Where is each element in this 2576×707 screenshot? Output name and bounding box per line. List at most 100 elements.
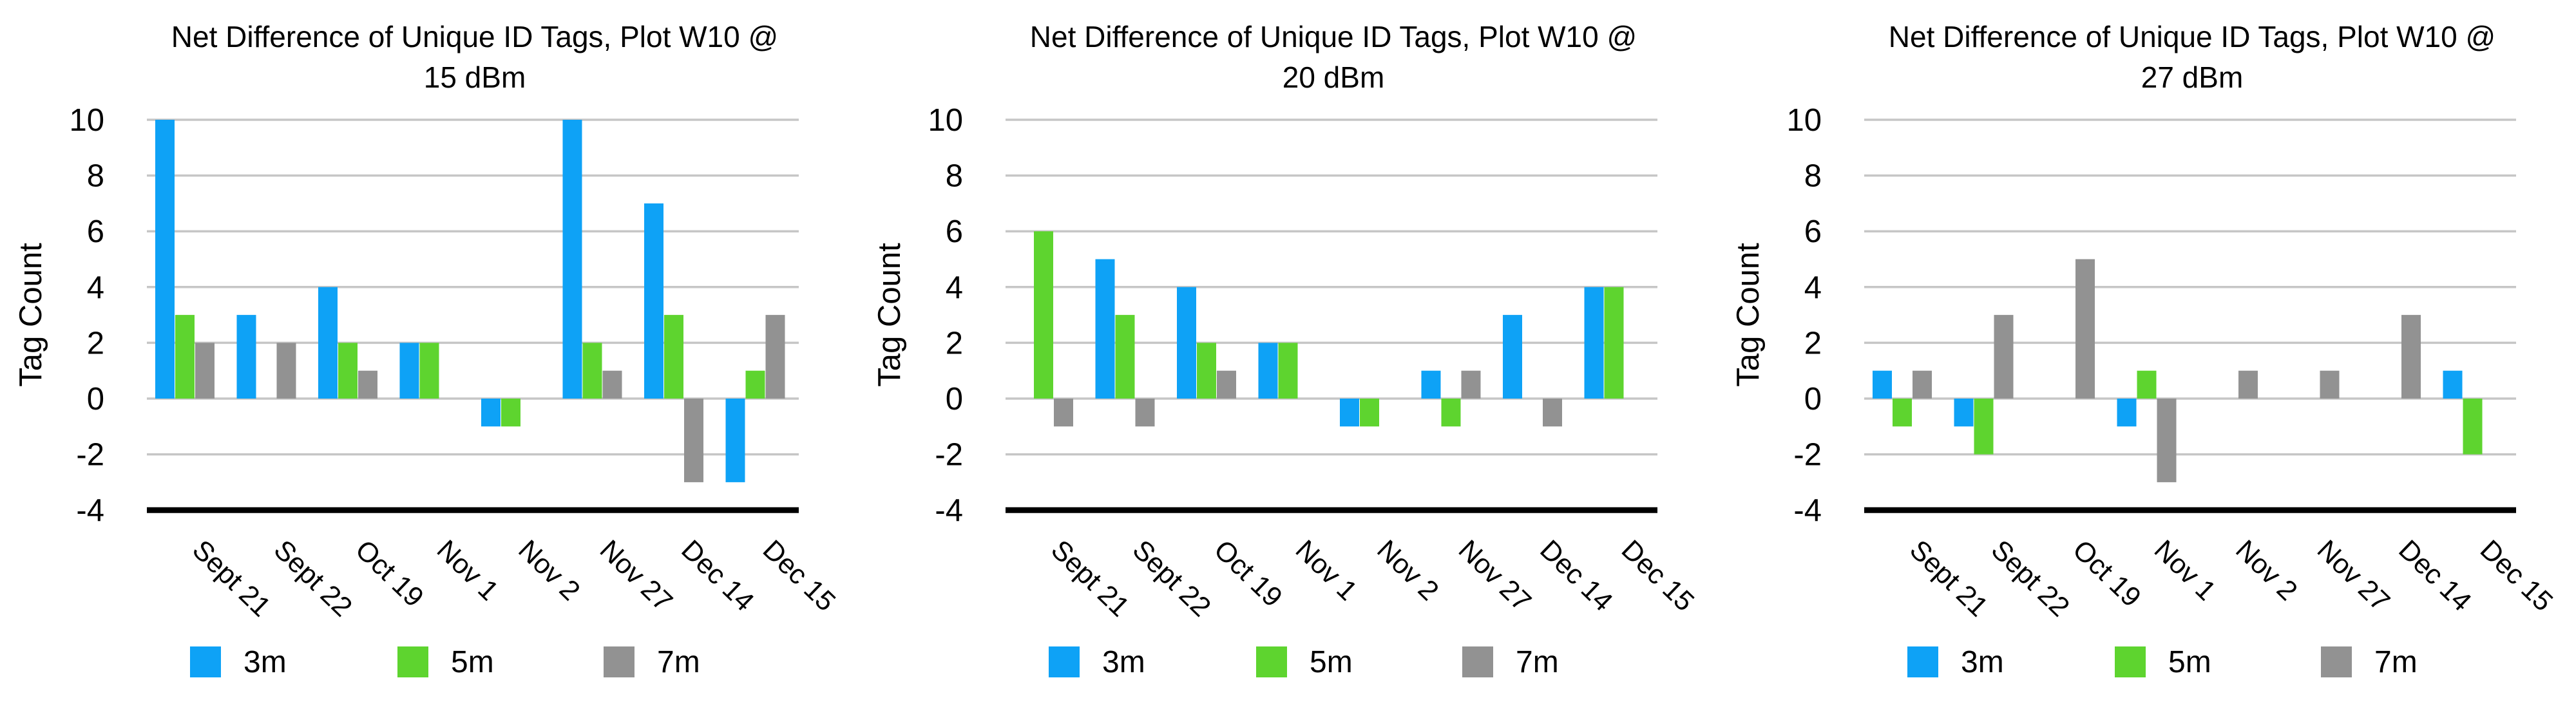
legend-swatch-5m bbox=[1256, 646, 1287, 677]
bar-5m-dec-15 bbox=[2463, 399, 2483, 455]
ytick-label-2: 2 bbox=[1804, 326, 1822, 361]
legend-swatch-3m bbox=[1049, 646, 1080, 677]
chart-title-line-2: 27 dBm bbox=[2141, 61, 2244, 94]
bar-7m-sept-21 bbox=[195, 343, 215, 399]
bar-7m-oct-19 bbox=[358, 370, 377, 399]
bar-5m-sept-22 bbox=[1974, 399, 1994, 455]
xtick-label-nov-2: Nov 2 bbox=[2229, 534, 2303, 607]
legend-swatch-5m bbox=[2115, 646, 2146, 677]
ytick-label-0: 0 bbox=[87, 382, 104, 417]
xtick-label-sept-22: Sept 22 bbox=[1985, 534, 2075, 623]
ytick-label-0: 0 bbox=[1804, 382, 1822, 417]
ytick-label--4: -4 bbox=[935, 493, 963, 528]
chart-panel-20dbm: 10 8 6 4 2 0 -2 -4 Tag Count Sept 21 Sept 22 Oct 19… bbox=[859, 0, 1717, 707]
xtick-label-sept-21: Sept 21 bbox=[1045, 534, 1135, 623]
bar-5m-nov-27 bbox=[582, 343, 602, 399]
bar-7m-nov-1 bbox=[2157, 399, 2177, 482]
bar-5m-dec-14 bbox=[664, 315, 683, 399]
bar-5m-dec-15 bbox=[1604, 287, 1624, 399]
legend-swatch-3m bbox=[1907, 646, 1938, 677]
xtick-label-sept-21: Sept 21 bbox=[1903, 534, 1994, 623]
legend-label-7m: 7m bbox=[1516, 645, 1559, 679]
ytick-label-0: 0 bbox=[946, 382, 963, 417]
bar-5m-sept-21 bbox=[175, 315, 195, 399]
ytick-label-10: 10 bbox=[928, 103, 963, 138]
xtick-label-oct-19: Oct 19 bbox=[1208, 534, 1288, 614]
xtick-label-oct-19: Oct 19 bbox=[349, 534, 429, 614]
bar-5m-oct-19 bbox=[338, 343, 358, 399]
chart-title-line-1: Net Difference of Unique ID Tags, Plot W… bbox=[1889, 20, 2495, 53]
bar-3m-dec-14 bbox=[1503, 315, 1522, 399]
xtick-label-dec-14: Dec 14 bbox=[675, 534, 759, 617]
bar-3m-dec-15 bbox=[1584, 287, 1604, 399]
y-axis-title: Tag Count bbox=[872, 243, 907, 387]
chart-title: Net Difference of Unique ID Tags, Plot W… bbox=[1889, 20, 2495, 94]
xtick-label-dec-15: Dec 15 bbox=[757, 534, 841, 617]
ytick-label-10: 10 bbox=[1786, 103, 1822, 138]
chart-title-line-1: Net Difference of Unique ID Tags, Plot W… bbox=[171, 20, 778, 53]
chart-title-line-2: 15 dBm bbox=[424, 61, 526, 94]
bar-7m-sept-22 bbox=[1994, 315, 2014, 399]
bar-5m-nov-2 bbox=[501, 399, 520, 427]
bar-7m-nov-27 bbox=[602, 370, 622, 399]
bar-7m-sept-22 bbox=[1135, 399, 1155, 427]
ytick-label-2: 2 bbox=[946, 326, 963, 361]
legend-label-5m: 5m bbox=[451, 645, 494, 679]
bar-3m-oct-19 bbox=[1177, 287, 1196, 399]
ytick-label-4: 4 bbox=[87, 270, 104, 305]
y-axis-title: Tag Count bbox=[1731, 243, 1766, 387]
bar-3m-nov-2 bbox=[481, 399, 501, 427]
chart-title: Net Difference of Unique ID Tags, Plot W… bbox=[171, 20, 778, 94]
legend-label-3m: 3m bbox=[1102, 645, 1145, 679]
xtick-label-dec-15: Dec 15 bbox=[1616, 534, 1700, 617]
legend-swatch-7m bbox=[2321, 646, 2352, 677]
xtick-label-sept-22: Sept 22 bbox=[268, 534, 358, 623]
bar-7m-nov-27 bbox=[1461, 370, 1481, 399]
ytick-label--4: -4 bbox=[76, 493, 104, 528]
bar-7m-oct-19 bbox=[1217, 370, 1236, 399]
ytick-label-10: 10 bbox=[69, 103, 104, 138]
chart-title: Net Difference of Unique ID Tags, Plot W… bbox=[1030, 20, 1637, 94]
bar-3m-nov-27 bbox=[562, 120, 582, 399]
chart-title-line-2: 20 dBm bbox=[1283, 61, 1385, 94]
ytick-label-4: 4 bbox=[946, 270, 963, 305]
bar-7m-dec-14 bbox=[684, 399, 703, 482]
xtick-label-nov-2: Nov 2 bbox=[512, 534, 586, 607]
legend-swatch-3m bbox=[190, 646, 221, 677]
bar-5m-sept-21 bbox=[1034, 231, 1053, 399]
ytick-label-6: 6 bbox=[946, 214, 963, 249]
legend-swatch-5m bbox=[397, 646, 428, 677]
xtick-label-nov-1: Nov 1 bbox=[2148, 534, 2222, 607]
bar-3m-sept-21 bbox=[155, 120, 175, 399]
y-axis-title: Tag Count bbox=[14, 243, 48, 387]
xtick-label-nov-27: Nov 27 bbox=[1453, 534, 1537, 617]
bar-7m-dec-14 bbox=[2401, 315, 2421, 399]
bar-7m-nov-2 bbox=[2238, 370, 2258, 399]
chart-panel-15dbm: 10 8 6 4 2 0 -2 -4 Tag Count Sept 21 Sept 22 Oct 19… bbox=[0, 0, 859, 707]
legend-label-5m: 5m bbox=[2168, 645, 2211, 679]
ytick-label--2: -2 bbox=[76, 438, 104, 473]
bar-7m-sept-21 bbox=[1054, 399, 1073, 427]
xtick-label-sept-21: Sept 21 bbox=[186, 534, 276, 623]
bar-3m-sept-21 bbox=[1873, 370, 1892, 399]
bar-3m-nov-1 bbox=[1258, 343, 1278, 399]
bar-3m-sept-22 bbox=[1954, 399, 1974, 427]
bar-7m-sept-21 bbox=[1913, 370, 1932, 399]
bar-5m-sept-22 bbox=[1115, 315, 1135, 399]
bar-5m-oct-19 bbox=[1197, 343, 1216, 399]
bar-3m-dec-14 bbox=[644, 203, 663, 399]
ytick-label-4: 4 bbox=[1804, 270, 1822, 305]
bar-5m-nov-2 bbox=[1360, 399, 1379, 427]
ytick-label--2: -2 bbox=[935, 438, 963, 473]
legend-label-7m: 7m bbox=[657, 645, 700, 679]
xtick-label-dec-14: Dec 14 bbox=[2392, 534, 2477, 617]
bar-5m-dec-15 bbox=[745, 370, 765, 399]
ytick-label-8: 8 bbox=[946, 159, 963, 194]
bar-7m-dec-15 bbox=[765, 315, 785, 399]
ytick-label-6: 6 bbox=[87, 214, 104, 249]
bar-3m-dec-15 bbox=[2443, 370, 2463, 399]
xtick-label-nov-27: Nov 27 bbox=[594, 534, 678, 617]
